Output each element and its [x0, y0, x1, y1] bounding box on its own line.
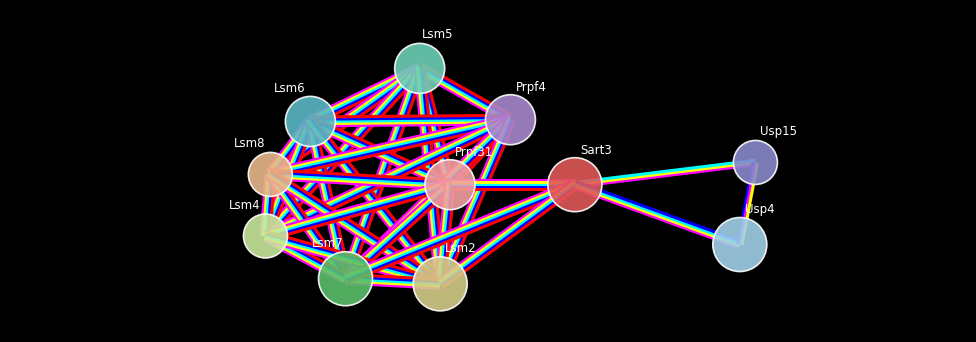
- Text: Lsm2: Lsm2: [445, 242, 477, 255]
- Circle shape: [413, 257, 468, 311]
- Circle shape: [285, 96, 336, 146]
- Text: Lsm4: Lsm4: [228, 199, 261, 212]
- Text: Usp15: Usp15: [760, 126, 797, 139]
- Text: Lsm6: Lsm6: [273, 82, 305, 95]
- Text: Prpf31: Prpf31: [455, 146, 493, 159]
- Text: Prpf4: Prpf4: [515, 81, 547, 94]
- Circle shape: [248, 153, 293, 196]
- Text: Lsm5: Lsm5: [422, 28, 453, 41]
- Circle shape: [425, 160, 475, 210]
- Circle shape: [548, 158, 602, 212]
- Text: Lsm7: Lsm7: [312, 237, 344, 250]
- Text: Usp4: Usp4: [745, 202, 774, 215]
- Text: Lsm8: Lsm8: [234, 137, 265, 150]
- Circle shape: [733, 141, 778, 184]
- Circle shape: [485, 95, 536, 145]
- Circle shape: [318, 252, 373, 306]
- Circle shape: [243, 214, 288, 258]
- Circle shape: [394, 43, 445, 93]
- Text: Sart3: Sart3: [580, 144, 612, 157]
- Circle shape: [712, 218, 767, 272]
